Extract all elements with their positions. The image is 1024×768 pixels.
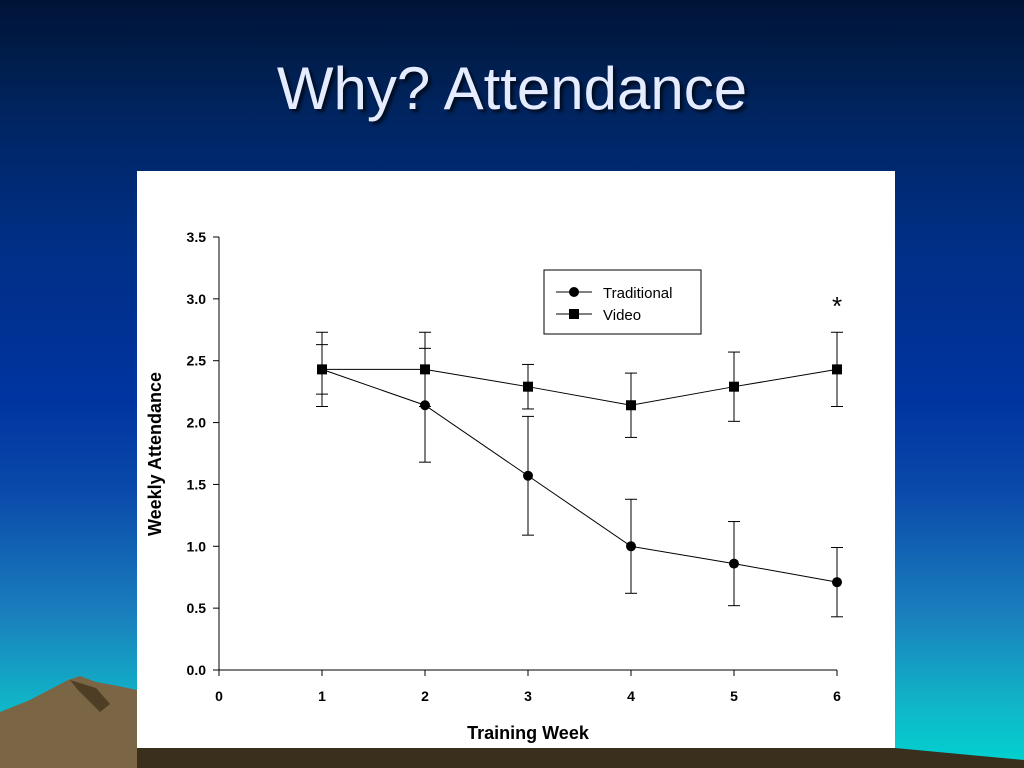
legend: Traditional Video [543,269,702,335]
chart-axes [213,236,838,676]
y-tick-label: 1.5 [187,476,207,492]
legend-marker-traditional [569,287,579,297]
significance-asterisk: * [832,291,842,321]
x-tick-label: 4 [627,688,635,704]
series-layer [316,331,843,618]
legend-box [543,269,702,335]
data-point-video [729,381,739,392]
mountain-shape [0,676,137,768]
series-line-traditional [321,368,838,583]
attendance-chart: 0 1 2 3 4 5 6 0.0 0.5 1.0 1.5 2.0 2.5 3.0 3.5 Training… [145,229,843,743]
legend-label-traditional: Traditional [603,285,672,302]
chart-panel: 0 1 2 3 4 5 6 0.0 0.5 1.0 1.5 2.0 2.5 3.0 3.5 Training… [137,171,895,748]
data-point-video [626,400,636,411]
y-tick-label: 3.0 [187,291,207,307]
data-point-traditional [626,541,636,552]
y-tick-label: 2.0 [187,415,207,431]
y-tick-label: 0.5 [187,600,207,616]
data-point-video [523,381,533,392]
legend-label-video: Video [603,307,641,324]
data-point-video [317,364,327,375]
tick-labels: 0 1 2 3 4 5 6 0.0 0.5 1.0 1.5 2.0 2.5 3.0 3.5 [187,229,842,704]
x-tick-label: 2 [421,688,429,704]
x-tick-label: 0 [215,688,223,704]
y-tick-label: 3.5 [187,229,207,245]
y-tick-label: 2.5 [187,353,207,369]
legend-marker-video [569,309,579,319]
mountain-shadow [70,680,110,712]
data-point-video [420,364,430,375]
data-point-traditional [523,470,533,481]
data-point-video [832,364,842,375]
x-tick-label: 6 [833,688,841,704]
data-point-traditional [729,558,739,569]
ground-strip [137,748,1024,768]
y-tick-label: 0.0 [187,662,207,678]
slide-title: Why? Attendance [276,55,748,122]
x-axis-title: Training Week [467,723,590,743]
x-tick-label: 3 [524,688,532,704]
data-point-traditional [832,577,842,588]
series-line-video [322,368,838,406]
y-axis-title: Weekly Attendance [145,372,165,536]
x-tick-label: 5 [730,688,738,704]
x-tick-label: 1 [318,688,326,704]
y-tick-label: 1.0 [187,538,207,554]
